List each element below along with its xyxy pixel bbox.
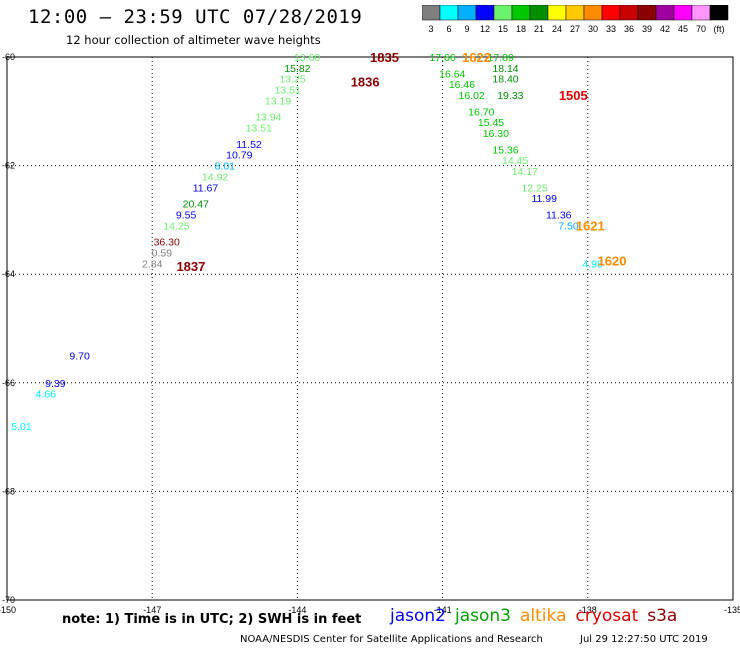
swh-data-label: 14.45 xyxy=(502,155,528,167)
swh-data-label: 4.98 xyxy=(582,258,603,270)
swh-data-label: 10.79 xyxy=(226,150,252,162)
scale-label: 30 xyxy=(588,24,598,34)
plot-frame xyxy=(6,56,734,601)
swh-data-label: 13.94 xyxy=(255,112,281,124)
x-tick-label: -138 xyxy=(579,605,597,615)
swh-data-label: 5.01 xyxy=(11,421,32,433)
swh-data-label: 17.89 xyxy=(488,52,514,64)
y-tick-label: -62 xyxy=(2,161,15,171)
scale-label: (ft) xyxy=(714,24,725,34)
scale-label: 3 xyxy=(428,24,433,34)
scale-label: 18 xyxy=(516,24,526,34)
swh-data-label: 13.51 xyxy=(275,85,301,97)
y-tick-label: -70 xyxy=(2,595,15,605)
x-tick-label: -150 xyxy=(0,605,16,615)
swh-data-label: 2.84 xyxy=(142,258,163,270)
scale-label: 21 xyxy=(534,24,544,34)
x-tick-label: -135 xyxy=(724,605,740,615)
swh-data-label: 18.40 xyxy=(492,74,518,86)
swh-data-label: 0.59 xyxy=(152,247,173,259)
swh-data-label: 11.67 xyxy=(193,182,219,194)
swh-data-label: 9.55 xyxy=(176,209,197,221)
swh-data-label: 36.30 xyxy=(154,237,180,249)
swh-data-label: 16.02 xyxy=(458,90,484,102)
swh-data-label: 13.60 xyxy=(294,52,320,64)
mission-label-jason3: jason3 xyxy=(455,606,511,626)
swh-data-label: 13.19 xyxy=(265,95,291,107)
swh-data-label: 16.70 xyxy=(468,106,494,118)
scale-label: 27 xyxy=(570,24,580,34)
y-tick-label: -64 xyxy=(2,269,15,279)
mission-label-jason2: jason2 xyxy=(390,606,446,626)
swh-data-label: 14.25 xyxy=(163,220,189,232)
pass-time-label: 1505 xyxy=(559,88,588,103)
mission-label-altika: altika xyxy=(520,606,567,626)
swh-data-label: 12.25 xyxy=(521,182,547,194)
scale-label: 70 xyxy=(696,24,706,34)
swh-data-label: 20.47 xyxy=(183,199,209,211)
x-tick-label: -147 xyxy=(143,605,161,615)
swh-data-label: 11.52 xyxy=(236,139,262,151)
scale-label: 36 xyxy=(624,24,634,34)
swh-data-label: 15.45 xyxy=(478,117,504,129)
x-tick-label: -141 xyxy=(434,605,452,615)
x-tick-label: -144 xyxy=(288,605,306,615)
wave-height-color-scale: 3 6 9 12 15 18 21 24 27 30 33 36 39 42 45 70 (ft) xyxy=(422,5,729,34)
y-tick-label: -68 xyxy=(2,486,15,496)
swh-data-label: 19.33 xyxy=(497,90,523,102)
scale-label: 9 xyxy=(464,24,469,34)
chart-subtitle: 12 hour collection of altimeter wave hei… xyxy=(66,33,321,47)
swh-data-label: 18.14 xyxy=(492,63,518,75)
pass-time-label: 1837 xyxy=(176,259,205,274)
swh-data-label: 13.25 xyxy=(279,74,305,86)
pass-time-label: 1621 xyxy=(576,218,605,233)
mission-label-cryosat: cryosat xyxy=(575,606,639,626)
scale-label: 45 xyxy=(678,24,688,34)
generation-timestamp: Jul 29 12:27:50 UTC 2019 xyxy=(580,634,708,645)
swh-data-label: 9.39 xyxy=(45,378,66,390)
mission-label-s3a: s3a xyxy=(647,606,678,626)
swh-data-label: 17.66 xyxy=(429,52,455,64)
scale-label: 6 xyxy=(446,24,451,34)
scale-label: 15 xyxy=(498,24,508,34)
scale-label: 39 xyxy=(642,24,652,34)
scale-label: 33 xyxy=(606,24,616,34)
swh-data-label: 14.17 xyxy=(512,166,538,178)
swh-data-label: 16.30 xyxy=(483,128,509,140)
swh-data-label: 8.01 xyxy=(215,161,236,173)
pass-time-label: 1622 xyxy=(462,50,491,65)
scale-label: 24 xyxy=(552,24,562,34)
swh-data-label: 4.66 xyxy=(36,389,57,401)
swh-data-label: 14.92 xyxy=(202,171,228,183)
scale-label: 42 xyxy=(660,24,670,34)
swh-data-label: 11.99 xyxy=(531,193,557,205)
units-note: note: 1) Time is in UTC; 2) SWH is in fe… xyxy=(62,612,362,627)
pass-time-label: 1836 xyxy=(351,74,380,89)
credit-line: NOAA/NESDIS Center for Satellite Applica… xyxy=(240,634,543,645)
pass-time-label: 1620 xyxy=(598,254,627,269)
scale-swatch xyxy=(709,5,729,21)
y-tick-label: -60 xyxy=(2,52,15,62)
swh-data-label: 9.70 xyxy=(69,351,90,363)
swh-data-label: 13.51 xyxy=(246,123,272,135)
swh-data-label: 16.64 xyxy=(439,68,465,80)
chart-title: 12:00 – 23:59 UTC 07/28/2019 xyxy=(28,6,363,28)
swh-data-label: 15.36 xyxy=(492,144,518,156)
mission-legend: jason2 jason3 altika cryosat s3a xyxy=(390,606,686,626)
swh-data-label: 15.82 xyxy=(284,63,310,75)
pass-time-label: 1835 xyxy=(370,50,399,65)
swh-data-label: 7.50 xyxy=(558,220,579,232)
swh-data-label: 11.36 xyxy=(546,209,572,221)
scale-label: 12 xyxy=(480,24,490,34)
swh-data-label: 16.46 xyxy=(449,79,475,91)
y-tick-label: -66 xyxy=(2,378,15,388)
